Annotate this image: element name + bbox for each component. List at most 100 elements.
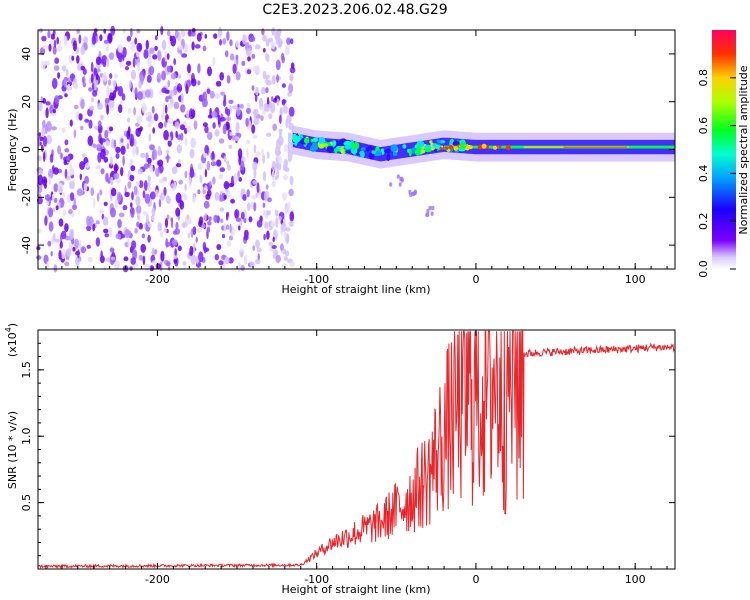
noise-speck [177,74,182,79]
noise-speck [174,29,179,39]
noise-speck [62,208,66,217]
noise-speck [189,148,195,159]
noise-speck [285,119,289,129]
noise-speck [164,218,169,228]
noise-speck [80,98,85,110]
secondary-track-point [428,205,432,211]
noise-speck [255,151,261,157]
carrier-hotspot [441,145,444,148]
noise-speck [275,149,282,156]
noise-speck [83,182,88,191]
noise-speck [204,169,208,178]
noise-speck [276,74,279,83]
noise-speck [42,119,46,128]
carrier-blob [371,150,376,154]
noise-speck [180,28,185,36]
snr-x-tick-label: -200 [145,573,170,586]
noise-speck [142,190,146,199]
carrier-hotspot [448,145,454,150]
noise-speck [218,195,224,202]
noise-speck [256,220,263,228]
noise-speck [228,257,234,264]
noise-speck [37,183,43,194]
noise-speck [108,100,115,108]
noise-speck [110,138,115,149]
noise-speck [78,113,83,121]
noise-speck [103,201,108,206]
noise-speck [271,170,275,181]
noise-speck [144,264,151,272]
noise-speck [41,176,48,187]
noise-speck [68,168,75,176]
noise-speck [268,241,274,247]
noise-speck [67,83,71,92]
noise-speck [97,68,101,73]
noise-speck [214,129,220,137]
noise-speck [120,233,126,239]
noise-speck [288,83,294,94]
noise-speck [130,207,135,219]
noise-speck [178,179,183,185]
noise-speck [73,104,79,110]
noise-speck [57,72,61,79]
noise-speck [161,39,167,51]
noise-speck [129,174,135,182]
noise-speck [129,133,134,145]
noise-speck [40,144,44,152]
noise-speck [108,226,113,237]
noise-speck [279,114,282,125]
noise-speck [173,258,178,264]
noise-speck [254,94,258,102]
noise-speck [98,120,102,128]
noise-speck [74,82,79,90]
noise-speck [251,195,256,200]
noise-speck [283,144,289,152]
noise-speck [266,80,272,86]
noise-speck [255,193,259,198]
noise-speck [247,56,251,62]
noise-speck [147,181,151,187]
noise-speck [223,194,227,200]
noise-speck [170,183,176,188]
noise-speck [147,185,151,193]
noise-speck [180,104,186,113]
carrier-blob [303,137,310,144]
secondary-track-point [389,182,393,187]
noise-speck [228,182,234,188]
carrier-blob [326,145,335,154]
noise-speck [270,41,276,50]
noise-speck [282,192,287,201]
noise-speck [72,204,77,211]
noise-speck [137,168,143,175]
carrier-blob [390,144,398,153]
noise-speck [149,265,155,272]
snr-y-multiplier: (x104) [4,323,19,357]
noise-speck [41,126,46,137]
noise-speck [164,104,168,115]
noise-speck [46,200,50,206]
noise-speck [37,174,44,186]
spectrogram-x-tick-label: -200 [145,273,170,286]
noise-speck [236,107,241,117]
noise-speck [66,175,70,181]
noise-speck [166,65,172,73]
noise-speck [81,76,85,84]
noise-speck [256,182,260,194]
noise-speck [203,247,210,252]
noise-speck [155,167,160,177]
noise-speck [228,144,233,149]
noise-speck [87,256,93,263]
noise-speck [84,118,90,123]
noise-speck [53,167,59,175]
noise-speck [48,207,54,218]
noise-speck [127,181,132,189]
noise-speck [228,99,234,104]
noise-speck [115,146,121,153]
noise-speck [166,214,170,220]
noise-speck [130,27,133,38]
noise-speck [232,105,238,110]
noise-speck [159,192,165,201]
noise-speck [42,135,48,147]
noise-speck [155,189,159,198]
